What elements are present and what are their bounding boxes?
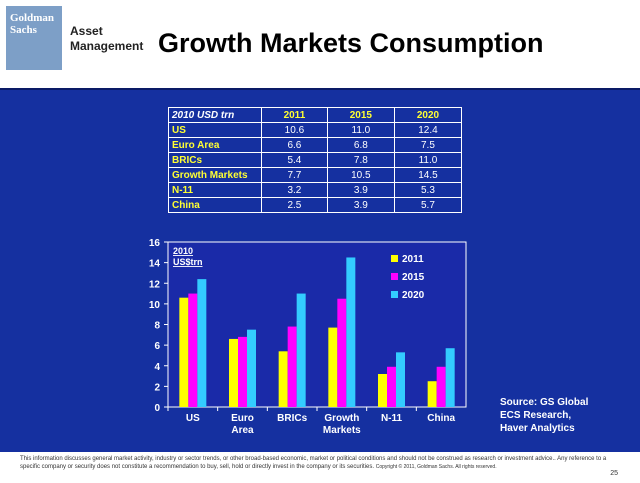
x-tick-label: Euro [231,413,254,424]
table-row: US 10.6 11.0 12.4 [168,122,463,138]
bar-2020-1 [247,329,256,407]
x-tick-label: N-11 [381,413,403,424]
bar-2011-5 [427,381,437,407]
legend-swatch-2011 [391,255,398,262]
x-tick-label: Growth [324,413,359,424]
bar-2011-4 [378,374,387,407]
plot-area [167,241,467,408]
x-tick-label: US [186,413,200,424]
y-tick-label: 8 [154,321,160,332]
x-tick-label: Area [231,425,254,436]
consumption-table: 2010 USD trn 2011 2015 2020 US 10.6 11.0 12… [168,107,463,213]
header-divider [0,88,640,91]
source-line-3: Haver Analytics [500,423,575,434]
logo-line-2: Sachs [10,24,37,36]
bar-2011-2 [278,351,288,407]
table-cell: 5.7 [393,197,463,213]
source-line-2: ECS Research, [500,410,572,421]
source-line-1: Source: GS Global [500,397,589,408]
bar-2015-5 [436,366,446,407]
y-tick-label: 12 [149,279,161,290]
bar-2020-5 [445,348,455,407]
brand-name: Asset Management [70,24,143,54]
bar-2015-1 [238,336,247,407]
x-tick-label: BRICs [277,413,307,424]
table-row: Growth Markets 7.7 10.5 14.5 [168,167,463,183]
bar-2015-0 [188,293,198,407]
bar-2015-4 [387,366,396,407]
y-tick-label: 4 [154,362,160,373]
table-row: Euro Area 6.6 6.8 7.5 [168,137,463,153]
table-header-cell: 2020 [393,107,463,123]
y-tick-label: 2 [154,382,160,393]
source-note: Source: GS Global ECS Research, Haver An… [500,396,588,435]
bar-2011-0 [179,297,189,407]
table-row: BRICs 5.4 7.8 11.0 [168,152,463,168]
bar-2011-3 [328,327,338,407]
table-row: N-11 3.2 3.9 5.3 [168,182,463,198]
table-row: China 2.5 3.9 5.7 [168,197,463,213]
slide-header: Goldman Sachs Asset Management Growth Ma… [0,0,640,88]
legend-swatch-2015 [391,273,398,280]
units-label-1: 2010 [173,246,193,256]
bar-2020-2 [296,293,306,407]
legend-swatch-2020 [391,291,398,298]
legend-label: 2020 [402,290,425,301]
table-row-label: China [168,197,262,213]
page-title: Growth Markets Consumption [158,28,544,58]
goldman-sachs-logo: Goldman Sachs [6,6,62,70]
bar-2015-3 [337,298,347,407]
y-tick-label: 14 [149,259,161,270]
units-label-2: US$trn [173,257,203,267]
y-tick-label: 6 [154,341,160,352]
bar-2020-4 [396,352,405,407]
legend-label: 2011 [402,254,424,265]
brand-line-1: Asset [70,24,103,38]
bar-2020-3 [346,257,356,407]
table-header-row: 2010 USD trn 2011 2015 2020 [168,107,463,123]
x-tick-label: China [427,413,455,424]
y-tick-label: 10 [149,300,161,311]
bar-2020-0 [197,279,207,407]
y-tick-label: 0 [154,403,160,414]
disclaimer-text: This information discusses general marke… [20,455,620,471]
disclaimer-body: This information discusses general marke… [20,456,607,470]
bar-2015-2 [287,326,297,407]
legend-label: 2015 [402,272,425,283]
bar-2011-1 [229,338,238,407]
page-number: 25 [610,470,618,477]
x-tick-label: Markets [323,425,361,436]
brand-line-2: Management [70,39,144,53]
slide-footer [0,452,640,483]
logo-line-1: Goldman [10,12,55,24]
copyright-text: Copyright © 2011, Goldman Sachs. All rig… [375,464,497,470]
y-tick-label: 16 [149,238,161,249]
